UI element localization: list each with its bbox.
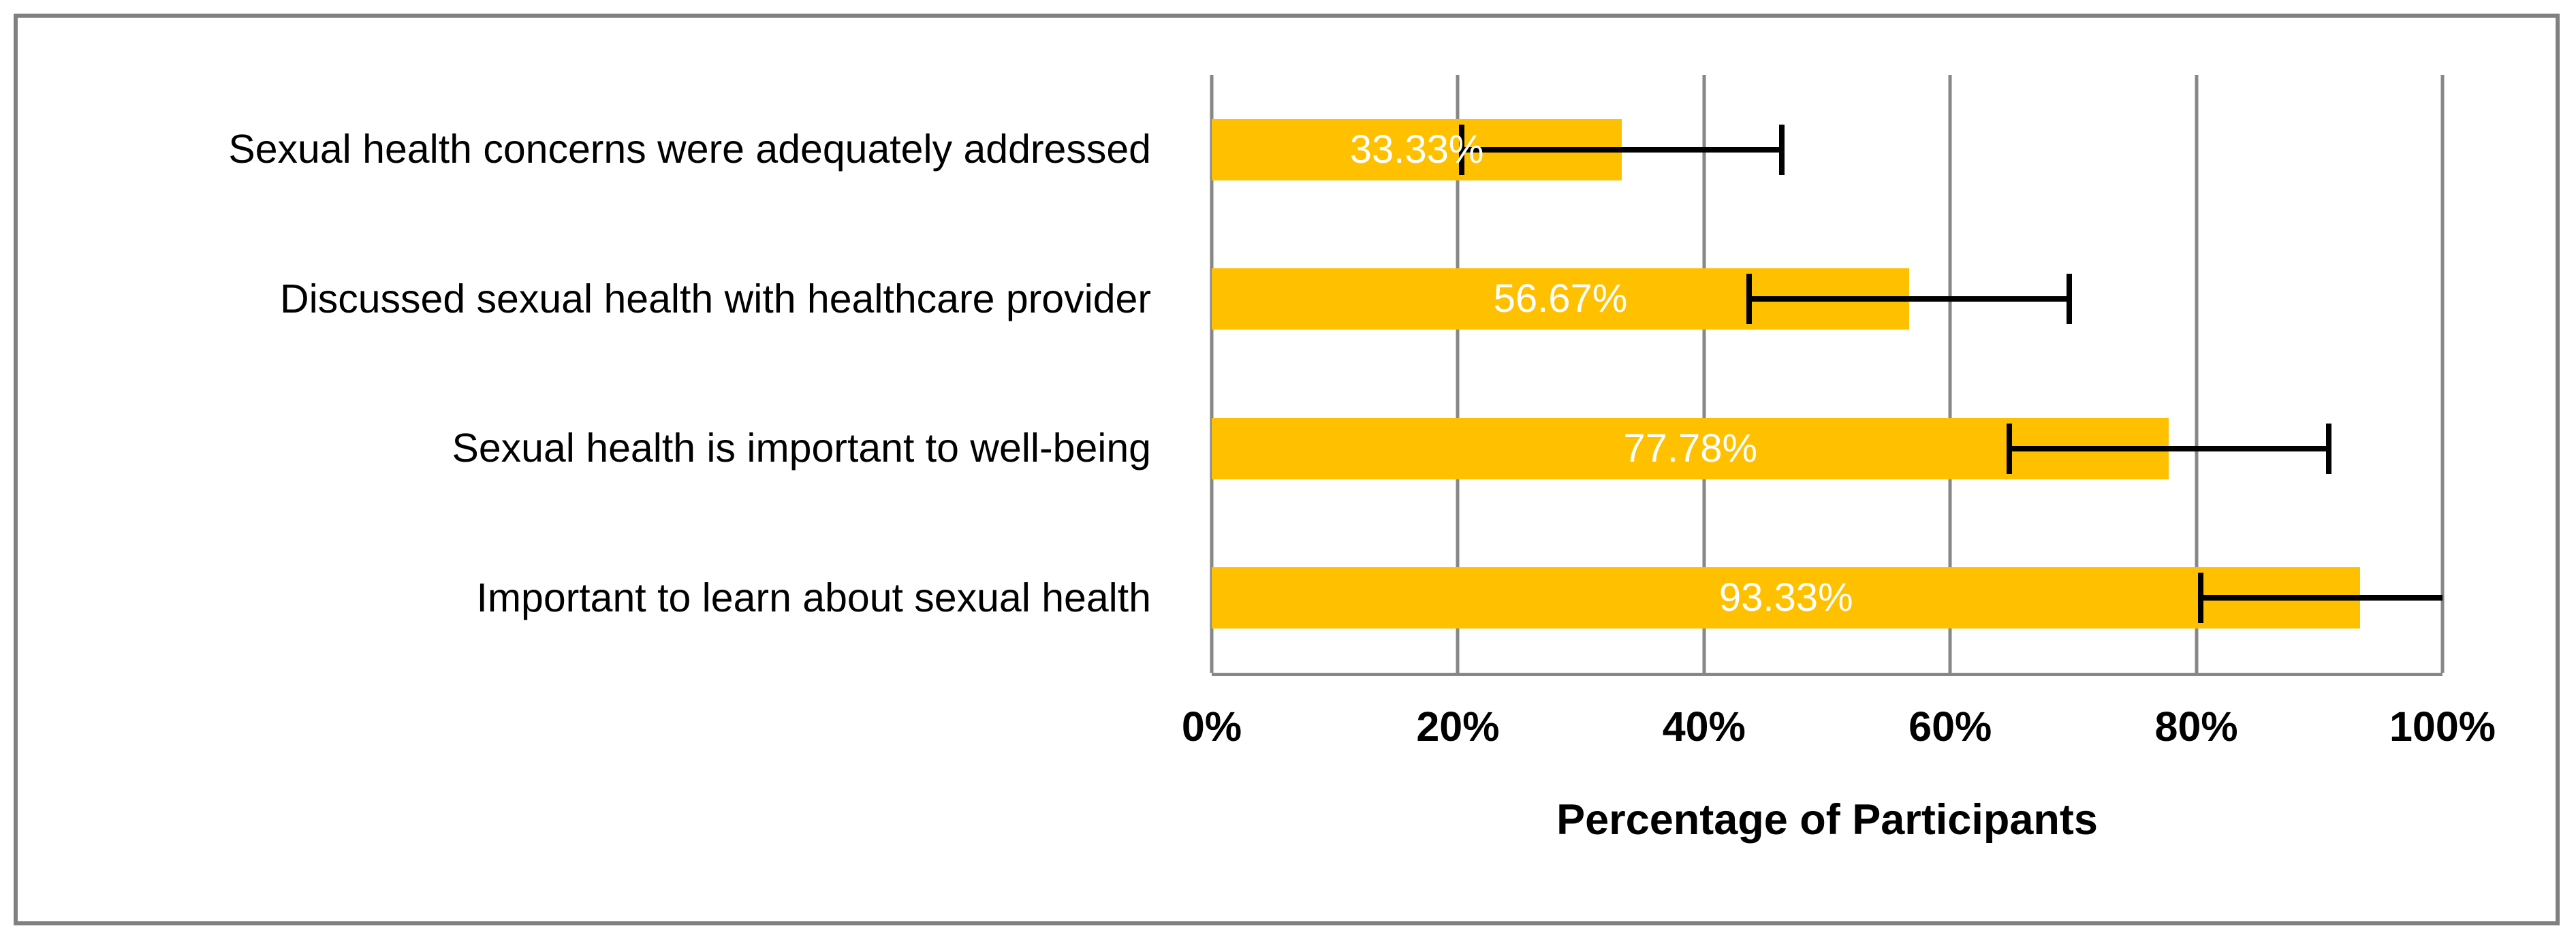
x-tick-label: 80% xyxy=(2154,703,2238,750)
error-bar-cap-left xyxy=(1746,274,1753,325)
gridline-60 xyxy=(1948,75,1952,673)
error-bar-line xyxy=(2200,595,2443,601)
error-bar-cap-right xyxy=(2326,423,2332,474)
category-label: Important to learn about sexual health xyxy=(476,575,1151,620)
gridline-0 xyxy=(1210,75,1214,673)
error-bar-line xyxy=(2009,445,2329,451)
category-label: Sexual health is important to well-being xyxy=(452,426,1151,471)
gridline-100 xyxy=(2440,75,2445,673)
bar-value-label: 77.78% xyxy=(1623,426,1758,471)
error-bar-line xyxy=(1462,146,1782,153)
category-axis: Sexual health concerns were adequately a… xyxy=(0,75,1151,673)
error-bar-cap-left xyxy=(2197,573,2203,624)
bar-value-label: 56.67% xyxy=(1493,276,1628,321)
bar xyxy=(1212,567,2361,629)
plot-area: 33.33% 56.67% 77.78% 93.33% xyxy=(1210,75,2445,676)
category-row: Sexual health concerns were adequately a… xyxy=(0,75,1151,225)
bar-row: 33.33% xyxy=(1212,75,2443,225)
error-bar-cap-right xyxy=(1779,124,1785,175)
category-label: Sexual health concerns were adequately a… xyxy=(228,127,1151,172)
category-row: Sexual health is important to well-being xyxy=(0,374,1151,524)
bar-row: 77.78% xyxy=(1212,374,2443,524)
x-tick-label: 100% xyxy=(2389,703,2496,750)
error-bar-line xyxy=(1749,296,2069,302)
gridline-80 xyxy=(2195,75,2199,673)
gridline-40 xyxy=(1702,75,1706,673)
category-row: Important to learn about sexual health xyxy=(0,524,1151,673)
x-axis-ticks: 0% 20% 40% 60% 80% 100% xyxy=(1182,703,2496,764)
bar-value-label: 93.33% xyxy=(1718,575,1853,620)
category-row: Discussed sexual health with healthcare … xyxy=(0,225,1151,375)
x-tick-label: 60% xyxy=(1909,703,1992,750)
x-axis-line xyxy=(1212,673,2443,676)
x-tick-label: 0% xyxy=(1181,703,1242,750)
error-bar-cap-right xyxy=(2066,274,2072,325)
gridline-20 xyxy=(1456,75,1460,673)
x-tick-label: 40% xyxy=(1662,703,1746,750)
error-bar-cap-left xyxy=(2006,423,2012,474)
x-axis-title: Percentage of Participants xyxy=(1556,796,2098,844)
bar-value-label: 33.33% xyxy=(1349,127,1484,172)
error-bar-cap-left xyxy=(1459,124,1465,175)
bar-row: 56.67% xyxy=(1212,225,2443,375)
bar-row: 93.33% xyxy=(1212,524,2443,673)
category-label: Discussed sexual health with healthcare … xyxy=(279,276,1151,321)
x-tick-label: 20% xyxy=(1416,703,1500,750)
